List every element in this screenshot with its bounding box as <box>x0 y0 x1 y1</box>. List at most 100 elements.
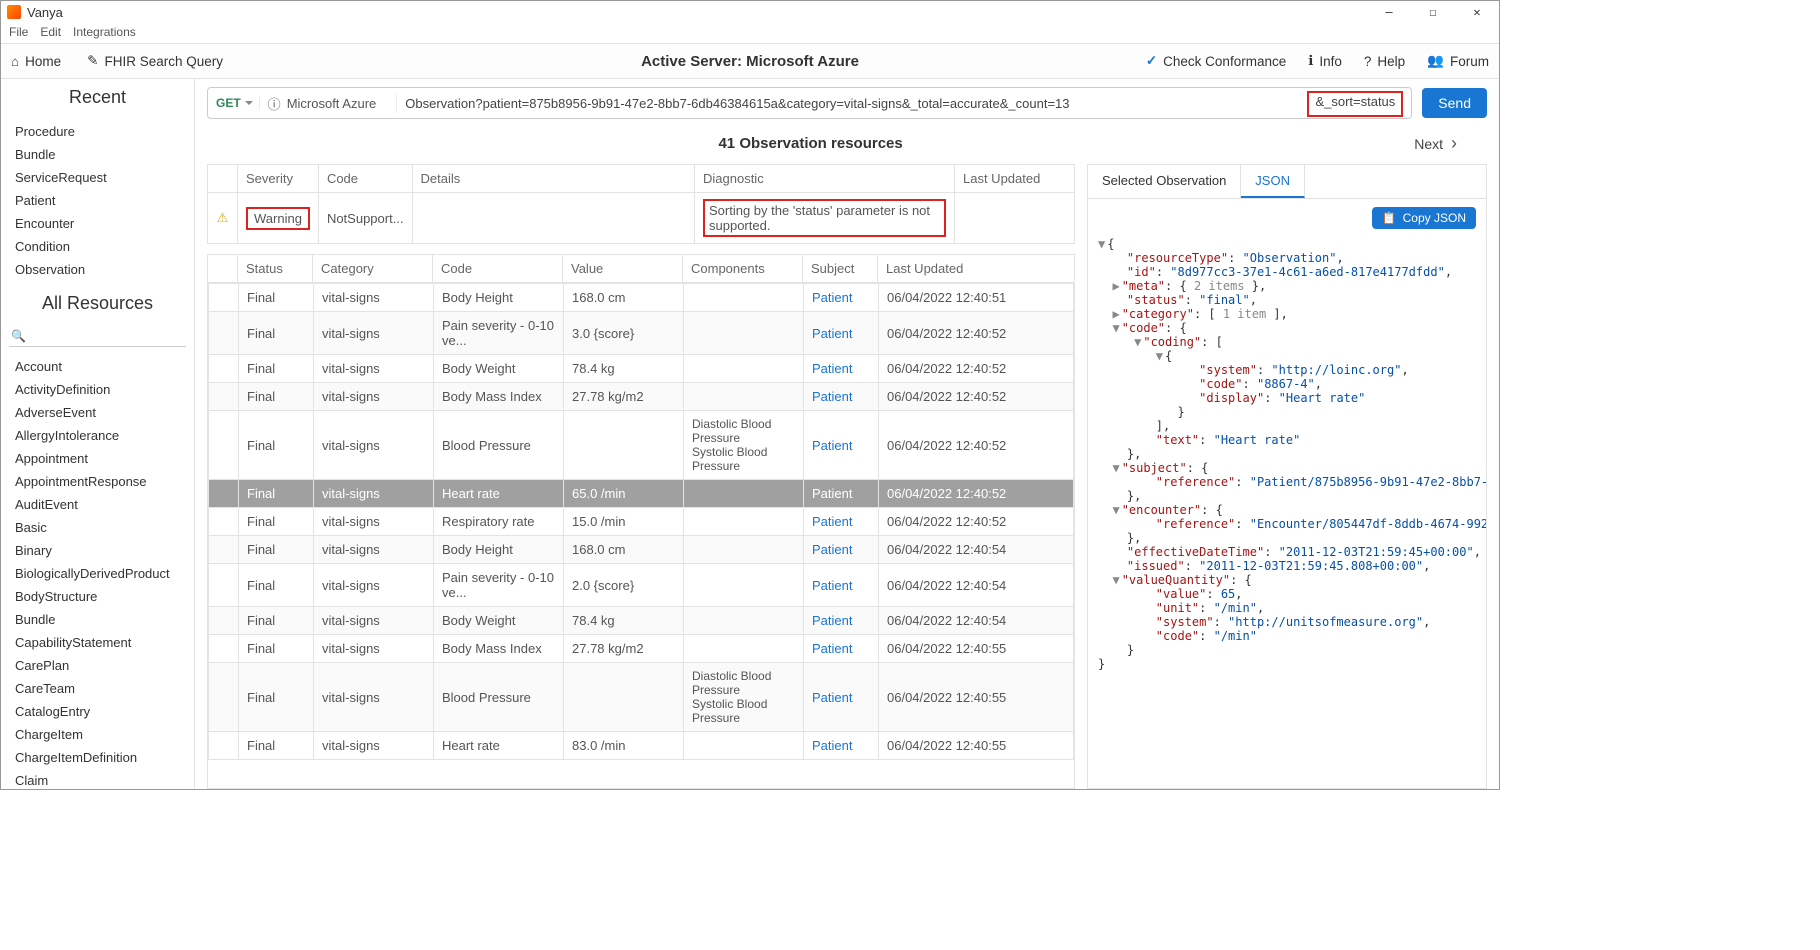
subject-link[interactable]: Patient <box>812 486 852 501</box>
next-page-button[interactable]: Next › <box>1414 133 1457 154</box>
sidebar: Recent ProcedureBundleServiceRequestPati… <box>1 79 195 789</box>
warning-icon: ⚠ <box>217 210 229 225</box>
menu-edit[interactable]: Edit <box>40 25 61 41</box>
table-row[interactable]: Finalvital-signsBody Weight78.4 kgPatien… <box>209 355 1074 383</box>
close-button[interactable]: ✕ <box>1455 1 1499 23</box>
sort-param-highlight: &_sort=status <box>1307 91 1403 117</box>
sidebar-item-encounter[interactable]: Encounter <box>1 212 194 235</box>
copy-icon: 📋 <box>1382 211 1397 225</box>
tab-selected-observation[interactable]: Selected Observation <box>1088 165 1241 198</box>
sidebar-item-capabilitystatement[interactable]: CapabilityStatement <box>1 631 194 654</box>
table-row[interactable]: Finalvital-signsHeart rate83.0 /minPatie… <box>209 732 1074 760</box>
subject-link[interactable]: Patient <box>812 514 852 529</box>
home-icon: ⌂ <box>11 54 19 69</box>
table-row[interactable]: Finalvital-signsHeart rate65.0 /minPatie… <box>209 480 1074 508</box>
sidebar-item-appointmentresponse[interactable]: AppointmentResponse <box>1 470 194 493</box>
col-code: Code <box>318 165 412 193</box>
table-row[interactable]: Finalvital-signsBody Mass Index27.78 kg/… <box>209 635 1074 663</box>
sidebar-item-basic[interactable]: Basic <box>1 516 194 539</box>
sidebar-item-chargeitemdefinition[interactable]: ChargeItemDefinition <box>1 746 194 769</box>
json-viewer[interactable]: ▼{ "resourceType": "Observation", "id": … <box>1088 237 1486 788</box>
table-row[interactable]: Finalvital-signsBody Height168.0 cmPatie… <box>209 284 1074 312</box>
search-icon: 🔍 <box>11 329 26 343</box>
sidebar-item-auditevent[interactable]: AuditEvent <box>1 493 194 516</box>
sidebar-item-claim[interactable]: Claim <box>1 769 194 789</box>
sidebar-item-allergyintolerance[interactable]: AllergyIntolerance <box>1 424 194 447</box>
table-row[interactable]: Finalvital-signsBlood PressureDiastolic … <box>209 663 1074 732</box>
diagnostic-row[interactable]: ⚠ Warning NotSupport... Sorting by the '… <box>208 193 1075 244</box>
copy-json-button[interactable]: 📋 Copy JSON <box>1372 207 1476 229</box>
table-row[interactable]: Finalvital-signsBody Mass Index27.78 kg/… <box>209 383 1074 411</box>
table-row[interactable]: Finalvital-signsRespiratory rate15.0 /mi… <box>209 508 1074 536</box>
http-method-dropdown[interactable]: GET <box>216 96 260 110</box>
info-circle-icon: ⓘ <box>268 94 281 113</box>
code-cell: NotSupport... <box>318 193 412 244</box>
app-logo-icon <box>7 5 21 19</box>
sidebar-item-careplan[interactable]: CarePlan <box>1 654 194 677</box>
table-row[interactable]: Finalvital-signsBody Height168.0 cmPatie… <box>209 536 1074 564</box>
app-window: Vanya — ☐ ✕ File Edit Integrations ⌂ Hom… <box>0 0 1500 790</box>
sidebar-item-appointment[interactable]: Appointment <box>1 447 194 470</box>
subject-link[interactable]: Patient <box>812 542 852 557</box>
home-button[interactable]: ⌂ Home <box>11 54 61 69</box>
sidebar-item-biologicallyderivedproduct[interactable]: BiologicallyDerivedProduct <box>1 562 194 585</box>
table-row[interactable]: Finalvital-signsBlood PressureDiastolic … <box>209 411 1074 480</box>
subject-link[interactable]: Patient <box>812 690 852 705</box>
subject-link[interactable]: Patient <box>812 641 852 656</box>
info-button[interactable]: ℹ Info <box>1308 53 1342 69</box>
subject-link[interactable]: Patient <box>812 438 852 453</box>
subject-link[interactable]: Patient <box>812 613 852 628</box>
subject-link[interactable]: Patient <box>812 326 852 341</box>
subject-link[interactable]: Patient <box>812 389 852 404</box>
col-status: Status <box>238 255 313 283</box>
fhir-search-button[interactable]: ✎ FHIR Search Query <box>87 53 223 69</box>
sidebar-item-condition[interactable]: Condition <box>1 235 194 258</box>
query-input[interactable]: Observation?patient=875b8956-9b91-47e2-8… <box>405 96 1069 111</box>
forum-icon: 👥 <box>1427 53 1444 69</box>
maximize-button[interactable]: ☐ <box>1411 1 1455 23</box>
subject-link[interactable]: Patient <box>812 290 852 305</box>
col-diagnostic: Diagnostic <box>695 165 955 193</box>
sidebar-item-procedure[interactable]: Procedure <box>1 120 194 143</box>
sidebar-item-bundle[interactable]: Bundle <box>1 143 194 166</box>
sidebar-item-patient[interactable]: Patient <box>1 189 194 212</box>
toolbar: ⌂ Home ✎ FHIR Search Query Active Server… <box>1 43 1499 79</box>
main-panel: GET ⓘ Microsoft Azure Observation?patien… <box>195 79 1499 789</box>
sidebar-item-bodystructure[interactable]: BodyStructure <box>1 585 194 608</box>
sidebar-item-activitydefinition[interactable]: ActivityDefinition <box>1 378 194 401</box>
table-row[interactable]: Finalvital-signsPain severity - 0-10 ve.… <box>209 564 1074 607</box>
subject-link[interactable]: Patient <box>812 738 852 753</box>
col-category: Category <box>313 255 433 283</box>
chevron-right-icon: › <box>1451 133 1457 154</box>
sidebar-item-careteam[interactable]: CareTeam <box>1 677 194 700</box>
help-icon: ? <box>1364 54 1372 69</box>
tab-json[interactable]: JSON <box>1241 165 1305 198</box>
menu-file[interactable]: File <box>9 25 28 41</box>
sidebar-item-chargeitem[interactable]: ChargeItem <box>1 723 194 746</box>
table-row[interactable]: Finalvital-signsBody Weight78.4 kgPatien… <box>209 607 1074 635</box>
active-server-label: Active Server: Microsoft Azure <box>381 53 1120 70</box>
check-conformance-button[interactable]: ✓ Check Conformance <box>1146 53 1286 69</box>
sidebar-item-account[interactable]: Account <box>1 355 194 378</box>
sidebar-item-catalogentry[interactable]: CatalogEntry <box>1 700 194 723</box>
col-subject: Subject <box>803 255 878 283</box>
subject-link[interactable]: Patient <box>812 578 852 593</box>
titlebar: Vanya — ☐ ✕ <box>1 1 1499 23</box>
sidebar-item-observation[interactable]: Observation <box>1 258 194 281</box>
diagnostics-table: Severity Code Details Diagnostic Last Up… <box>207 164 1075 244</box>
sidebar-item-servicerequest[interactable]: ServiceRequest <box>1 166 194 189</box>
send-button[interactable]: Send <box>1422 88 1487 118</box>
sidebar-item-adverseevent[interactable]: AdverseEvent <box>1 401 194 424</box>
help-button[interactable]: ? Help <box>1364 54 1405 69</box>
table-row[interactable]: Finalvital-signsPain severity - 0-10 ve.… <box>209 312 1074 355</box>
subject-link[interactable]: Patient <box>812 361 852 376</box>
minimize-button[interactable]: — <box>1367 1 1411 23</box>
menu-integrations[interactable]: Integrations <box>73 25 136 41</box>
forum-button[interactable]: 👥 Forum <box>1427 53 1489 69</box>
col-components: Components <box>683 255 803 283</box>
col-details: Details <box>412 165 694 193</box>
resource-search-input[interactable] <box>9 326 186 347</box>
observations-table: Status Category Code Value Components Su… <box>207 254 1075 283</box>
sidebar-item-binary[interactable]: Binary <box>1 539 194 562</box>
sidebar-item-bundle[interactable]: Bundle <box>1 608 194 631</box>
